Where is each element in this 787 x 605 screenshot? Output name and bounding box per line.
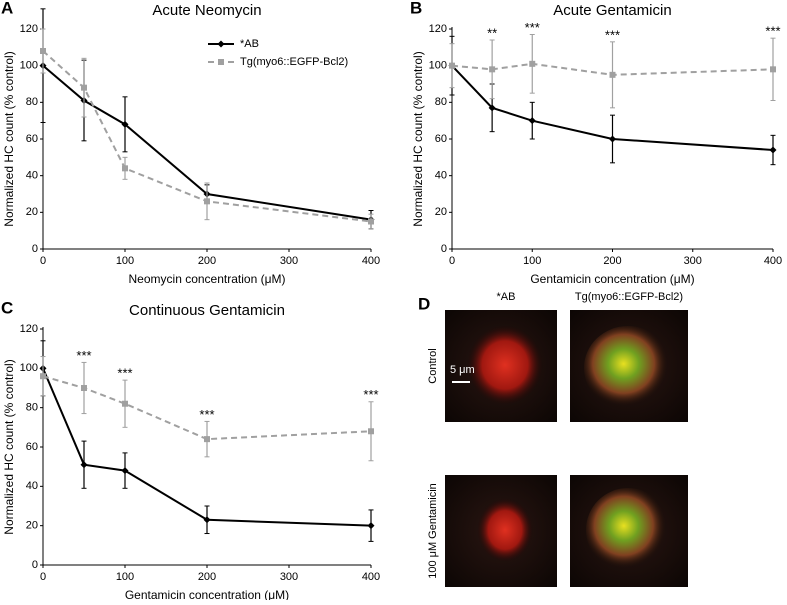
y-tick-label: 40 xyxy=(435,170,447,182)
y-tick-label: 100 xyxy=(429,60,447,72)
panel-d-images xyxy=(445,310,688,587)
y-tick-label: 80 xyxy=(26,96,38,108)
x-tick-label: 300 xyxy=(684,255,702,267)
y-tick-label: 20 xyxy=(26,206,38,218)
cell xyxy=(584,326,672,410)
y-tick-label: 100 xyxy=(20,362,38,374)
cell xyxy=(467,325,543,405)
scale-bar-label: 5 μm xyxy=(450,364,475,376)
significance: *** xyxy=(525,20,540,35)
x-axis-label: Gentamicin concentration (μM) xyxy=(530,272,694,286)
marker xyxy=(368,428,374,435)
x-tick-label: 100 xyxy=(116,571,134,583)
chart-title: Continuous Gentamicin xyxy=(129,302,285,319)
significance: *** xyxy=(76,348,91,363)
marker xyxy=(204,198,210,205)
marker xyxy=(81,84,87,91)
marker xyxy=(40,373,46,380)
x-axis-label: Neomycin concentration (μM) xyxy=(129,272,286,286)
y-tick-label: 120 xyxy=(429,23,447,35)
cell xyxy=(586,488,670,572)
y-axis-label: Normalized HC count (% control) xyxy=(411,51,425,226)
x-tick-label: 100 xyxy=(116,255,134,267)
y-tick-label: 40 xyxy=(26,170,38,182)
y-tick-label: 0 xyxy=(32,243,38,255)
marker xyxy=(203,516,211,524)
panel-label: B xyxy=(410,0,422,17)
x-tick-label: 300 xyxy=(280,571,298,583)
y-tick-label: 80 xyxy=(26,402,38,414)
x-tick-label: 400 xyxy=(362,255,380,267)
marker xyxy=(449,62,455,69)
marker xyxy=(609,135,616,143)
y-tick-label: 120 xyxy=(20,23,38,35)
marker xyxy=(368,218,374,225)
significance: *** xyxy=(199,407,214,422)
x-tick-label: 200 xyxy=(603,255,621,267)
y-tick-label: 20 xyxy=(435,206,447,218)
x-tick-label: 200 xyxy=(198,571,216,583)
marker xyxy=(204,436,210,443)
marker xyxy=(488,104,496,112)
marker xyxy=(367,522,375,530)
column-label: Tg(myo6::EGFP-Bcl2) xyxy=(575,291,683,303)
y-tick-label: 120 xyxy=(20,323,38,335)
marker xyxy=(769,146,777,154)
panel-label: D xyxy=(418,294,430,313)
significance: *** xyxy=(765,24,780,39)
y-tick-label: 40 xyxy=(26,480,38,492)
marker xyxy=(489,66,496,73)
significance: ** xyxy=(487,25,497,40)
y-tick-label: 0 xyxy=(32,559,38,571)
y-tick-label: 20 xyxy=(26,520,38,532)
y-axis-label: Normalized HC count (% control) xyxy=(2,359,16,534)
panel-label: A xyxy=(1,0,13,17)
x-tick-label: 0 xyxy=(40,571,46,583)
marker xyxy=(529,60,536,67)
legend-label: *AB xyxy=(240,38,259,50)
y-axis-label: Normalized HC count (% control) xyxy=(2,51,16,226)
x-tick-label: 200 xyxy=(198,255,216,267)
cell xyxy=(477,498,533,562)
y-tick-label: 60 xyxy=(435,133,447,145)
legend-marker xyxy=(218,59,224,65)
significance: *** xyxy=(605,27,620,42)
x-tick-label: 400 xyxy=(362,571,380,583)
marker xyxy=(80,461,88,469)
marker xyxy=(40,48,46,54)
significance: *** xyxy=(363,387,378,402)
marker xyxy=(81,385,87,391)
legend-marker xyxy=(217,40,225,48)
marker xyxy=(121,467,129,475)
marker xyxy=(770,66,776,73)
panel-label: C xyxy=(1,298,13,317)
x-tick-label: 100 xyxy=(523,255,541,267)
legend-label: Tg(myo6::EGFP-Bcl2) xyxy=(240,56,348,68)
chart-title: Acute Gentamicin xyxy=(553,2,671,19)
y-tick-label: 60 xyxy=(26,441,38,453)
marker xyxy=(528,117,536,125)
y-tick-label: 80 xyxy=(435,96,447,108)
column-label: *AB xyxy=(497,291,516,303)
x-tick-label: 0 xyxy=(40,255,46,267)
marker xyxy=(122,400,128,407)
row-label: 100 μM Gentamicin xyxy=(427,483,439,579)
marker xyxy=(609,71,616,78)
marker xyxy=(121,120,129,128)
x-tick-label: 400 xyxy=(764,255,782,267)
y-tick-label: 60 xyxy=(26,133,38,145)
x-tick-label: 300 xyxy=(280,255,298,267)
chart-title: Acute Neomycin xyxy=(152,2,261,19)
series-line xyxy=(42,375,372,441)
y-tick-label: 0 xyxy=(441,243,447,255)
y-tick-label: 100 xyxy=(20,60,38,72)
x-tick-label: 0 xyxy=(449,255,455,267)
significance: *** xyxy=(117,366,132,381)
marker xyxy=(122,165,128,172)
x-axis-label: Gentamicin concentration (μM) xyxy=(125,588,289,600)
row-label: Control xyxy=(427,348,439,383)
